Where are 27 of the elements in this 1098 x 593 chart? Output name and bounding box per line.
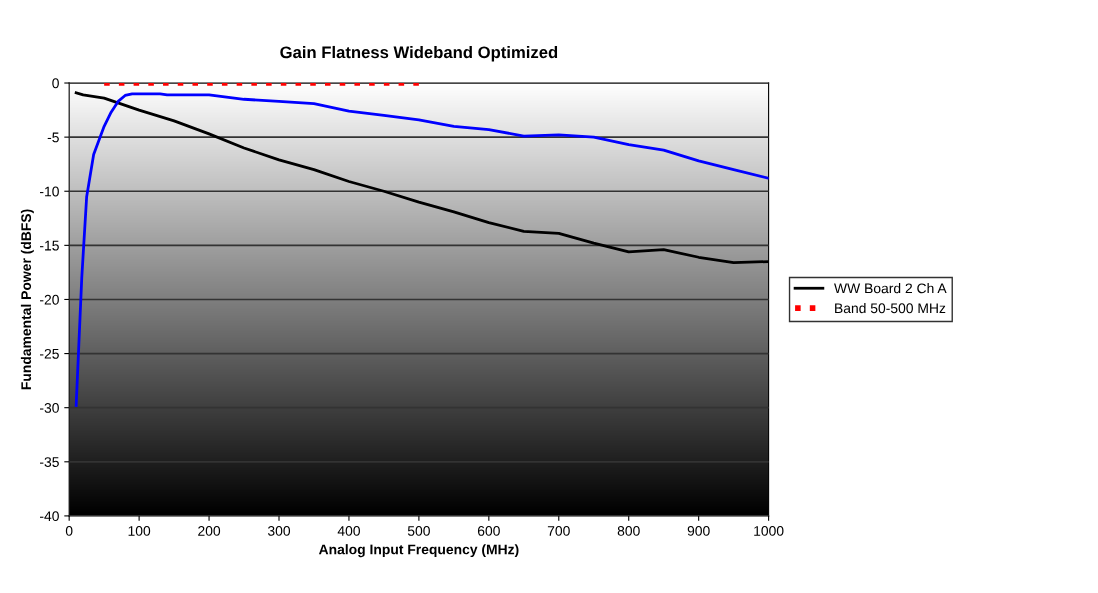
line-series (74, 92, 769, 407)
y-tick-label: 0 (52, 78, 59, 89)
x-tick-label: 0 (65, 526, 73, 536)
x-tick-label: 1000 (754, 526, 784, 536)
x-tick-label: 900 (687, 526, 710, 536)
legend-label: Band 50-500 MHz (835, 302, 946, 314)
y-tick-label: -25 (40, 348, 59, 359)
y-tick-label: -40 (40, 511, 59, 522)
x-tick-label: 200 (198, 526, 221, 536)
y-tick-label: -10 (40, 186, 59, 197)
x-tick-label: 500 (407, 526, 430, 536)
y-tick-label: -5 (47, 132, 59, 143)
x-tick-label: 600 (477, 526, 500, 536)
x-tick-label: 800 (617, 526, 640, 536)
x-axis-title: Analog Input Frequency (MHz) (318, 544, 519, 558)
legend-label: WW Board 2 Ch A (834, 283, 947, 294)
line-series (74, 91, 769, 265)
y-tick-label: -30 (40, 403, 59, 413)
x-tick-label: 100 (128, 526, 151, 536)
x-tick-label: 300 (267, 526, 291, 536)
y-tick-label: -15 (40, 240, 59, 251)
x-tick-label: 700 (547, 526, 570, 536)
x-tick-label: 400 (337, 526, 360, 536)
y-axis-title: Fundamental Power (dBFS) (20, 209, 34, 390)
y-tick-label: -35 (40, 457, 59, 467)
chart-title: Gain Flatness Wideband Optimized (280, 45, 558, 62)
y-tick-label: -20 (40, 294, 59, 305)
